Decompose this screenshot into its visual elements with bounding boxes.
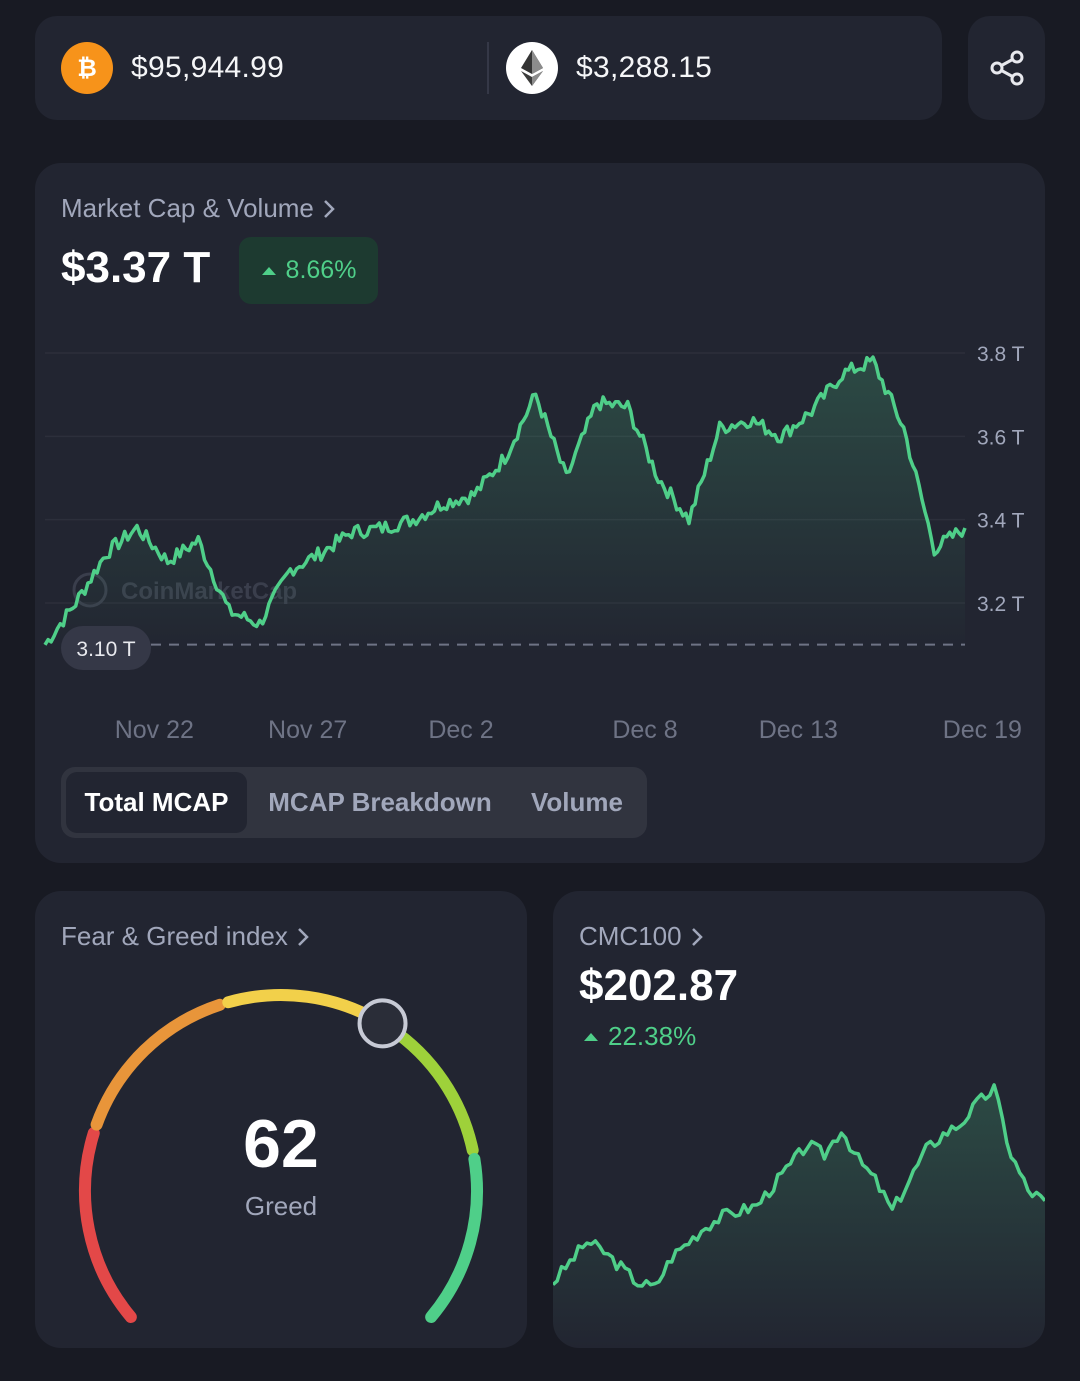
cmc100-change-text: 22.38% [608,1021,697,1051]
cmc100-value: $202.87 [579,961,739,1010]
gauge-segment [425,1152,483,1323]
market-cap-chart[interactable]: 3.8 T3.6 T3.4 T3.2 T CoinMarketCap 3.10 … [35,333,1045,773]
fear-greed-title[interactable]: Fear & Greed index [61,921,310,952]
gauge-indicator [357,998,408,1049]
eth-price: $3,288.15 [576,51,713,84]
eth-ticker[interactable]: $3,288.15 [506,16,712,120]
market-cap-title[interactable]: Market Cap & Volume [61,193,336,224]
market-cap-value: $3.37 T [61,243,211,292]
y-tick-label: 3.4 T [977,510,1025,533]
ticker-divider [487,42,489,94]
x-tick-label: Dec 8 [612,716,677,744]
x-tick-label: Dec 2 [428,716,493,744]
arrow-up-icon [584,1032,598,1041]
gauge-segment [90,998,226,1131]
chevron-right-icon [324,199,335,218]
y-tick-label: 3.2 T [977,593,1025,616]
ethereum-icon [506,42,558,94]
arrow-up-icon [261,266,276,275]
market-cap-area [45,357,965,653]
fear-greed-gauge [79,989,483,1323]
tab-mcap-breakdown[interactable]: MCAP Breakdown [268,787,492,817]
ticker-bar: ₿ $95,944.99 $3,288.15 [35,16,942,120]
btc-price: $95,944.99 [131,51,285,84]
cmc100-area [553,1084,1045,1348]
tab-total-mcap[interactable]: Total MCAP [66,772,247,833]
bitcoin-icon: ₿ [61,42,113,94]
fear-greed-title-text: Fear & Greed index [61,921,288,951]
chevron-right-icon [691,927,703,946]
market-cap-card: Market Cap & Volume $3.37 T 8.66% 3.8 T 3… [35,163,1045,863]
cmc100-chart[interactable] [553,1048,1045,1348]
market-cap-change: 8.66% [285,256,357,284]
gauge-segment [79,1127,137,1323]
share-icon [990,50,1023,86]
x-tick-label: Dec 13 [759,716,838,744]
y-tick-label: 3.6 T [977,426,1025,449]
cmc100-card: CMC100 $202.87 22.38% [553,891,1045,1348]
baseline-label-text: 3.10 T [76,638,135,661]
market-cap-line [43,355,967,646]
market-cap-title-text: Market Cap & Volume [61,193,314,223]
tab-volume[interactable]: Volume [531,787,623,817]
y-tick-label: 3.8 T [977,343,1025,366]
cmc100-title-text: CMC100 [579,921,682,951]
fear-greed-value: 62 [243,1106,319,1182]
x-tick-label: Nov 27 [268,716,347,744]
cmc100-line [553,1083,1045,1288]
baseline-label: 3.10 T [61,626,151,670]
share-button[interactable] [968,16,1045,120]
chevron-right-icon [298,927,309,946]
x-tick-label: Dec 19 [943,716,1022,744]
x-tick-label: Nov 22 [115,716,194,744]
btc-ticker[interactable]: ₿ $95,944.99 [61,16,284,120]
fear-greed-label: Greed [244,1191,318,1221]
fear-greed-card: Fear & Greed index 62 Greed [35,891,527,1348]
svg-text:₿: ₿ [77,55,97,82]
gauge-segment [384,1022,479,1157]
market-cap-change-badge: 8.66% [239,237,378,304]
chart-type-tabs: Total MCAP MCAP Breakdown Volume [61,767,647,838]
cmc100-title[interactable]: CMC100 [579,921,704,952]
cmc100-change: 22.38% [583,1021,696,1052]
